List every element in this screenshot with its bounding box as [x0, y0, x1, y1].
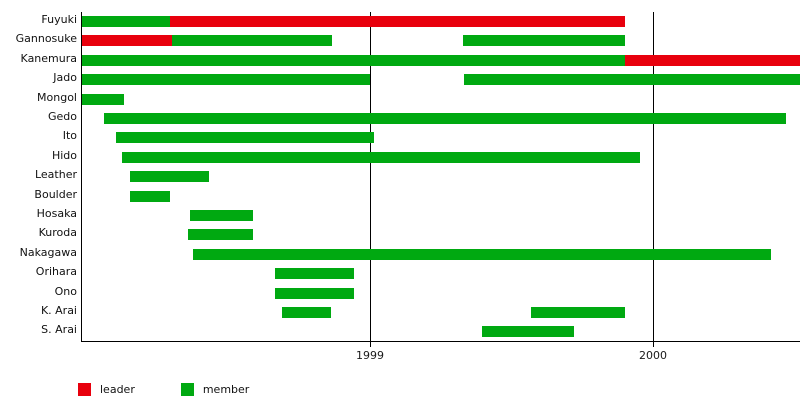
gantt-bar-member: [482, 326, 574, 338]
category-axis-labels: Fuyuki Gannosuke Kanemura Jado Mongol Gedo Ito…: [0, 0, 77, 400]
gantt-bar-member: [130, 190, 170, 202]
legend-label: member: [202, 382, 250, 396]
gantt-bar-member: [82, 74, 370, 86]
category-label: Jado: [53, 71, 77, 85]
category-label: Fuyuki: [41, 13, 77, 26]
gantt-bar-member: [82, 35, 332, 47]
category-label: Ito: [62, 129, 77, 143]
y-axis-line: [81, 12, 82, 342]
category-label: Gannosuke: [15, 32, 77, 46]
category-label: Hido: [51, 148, 77, 162]
legend-entry: member: [180, 382, 250, 396]
x-tick-label: 2000: [639, 349, 667, 362]
legend-entry: leader: [78, 382, 135, 396]
gantt-bar-member: [190, 210, 253, 221]
gantt-bar-leader: [82, 35, 172, 47]
gantt-bar-member: [531, 307, 625, 318]
gantt-bar-member: [188, 229, 253, 241]
gantt-bar-member: [116, 132, 374, 144]
category-label: S. Arai: [41, 323, 77, 337]
category-label: Boulder: [34, 187, 77, 201]
category-label: Orihara: [35, 265, 77, 279]
gantt-bar-leader: [625, 54, 800, 66]
x-gridline: [370, 12, 371, 342]
gantt-bar-member: [463, 35, 625, 47]
gantt-bar-member: [82, 93, 124, 105]
x-axis-line: [81, 341, 800, 342]
gantt-bar-member: [104, 113, 786, 124]
x-tick-mark: [653, 342, 654, 347]
gantt-bar-member: [193, 248, 771, 260]
category-label: Kuroda: [38, 226, 77, 240]
gantt-bar-member: [130, 171, 209, 183]
category-label: Ono: [54, 284, 77, 298]
x-tick-label: 1999: [356, 349, 384, 362]
x-gridline: [653, 12, 654, 342]
gantt-bar-member: [82, 54, 800, 66]
category-label: Kanemura: [20, 51, 77, 65]
category-label: K. Arai: [40, 304, 77, 317]
gantt-bar-member: [282, 307, 331, 318]
category-label: Gedo: [47, 110, 77, 123]
legend-swatch-member: [180, 382, 194, 396]
gantt-bar-member: [464, 74, 800, 86]
chart-legend: leader member: [78, 381, 295, 397]
legend-label: leader: [100, 382, 135, 396]
legend-swatch-leader: [78, 382, 91, 396]
gantt-bar-member: [275, 287, 354, 299]
category-label: Leather: [34, 168, 77, 182]
category-label: Hosaka: [36, 207, 77, 220]
category-label: Mongol: [37, 90, 77, 104]
gantt-bar-leader: [170, 16, 625, 27]
gantt-bar-member: [122, 151, 640, 163]
gantt-bar-member: [275, 268, 354, 280]
x-tick-mark: [370, 342, 371, 347]
category-label: Nakagawa: [19, 245, 77, 259]
